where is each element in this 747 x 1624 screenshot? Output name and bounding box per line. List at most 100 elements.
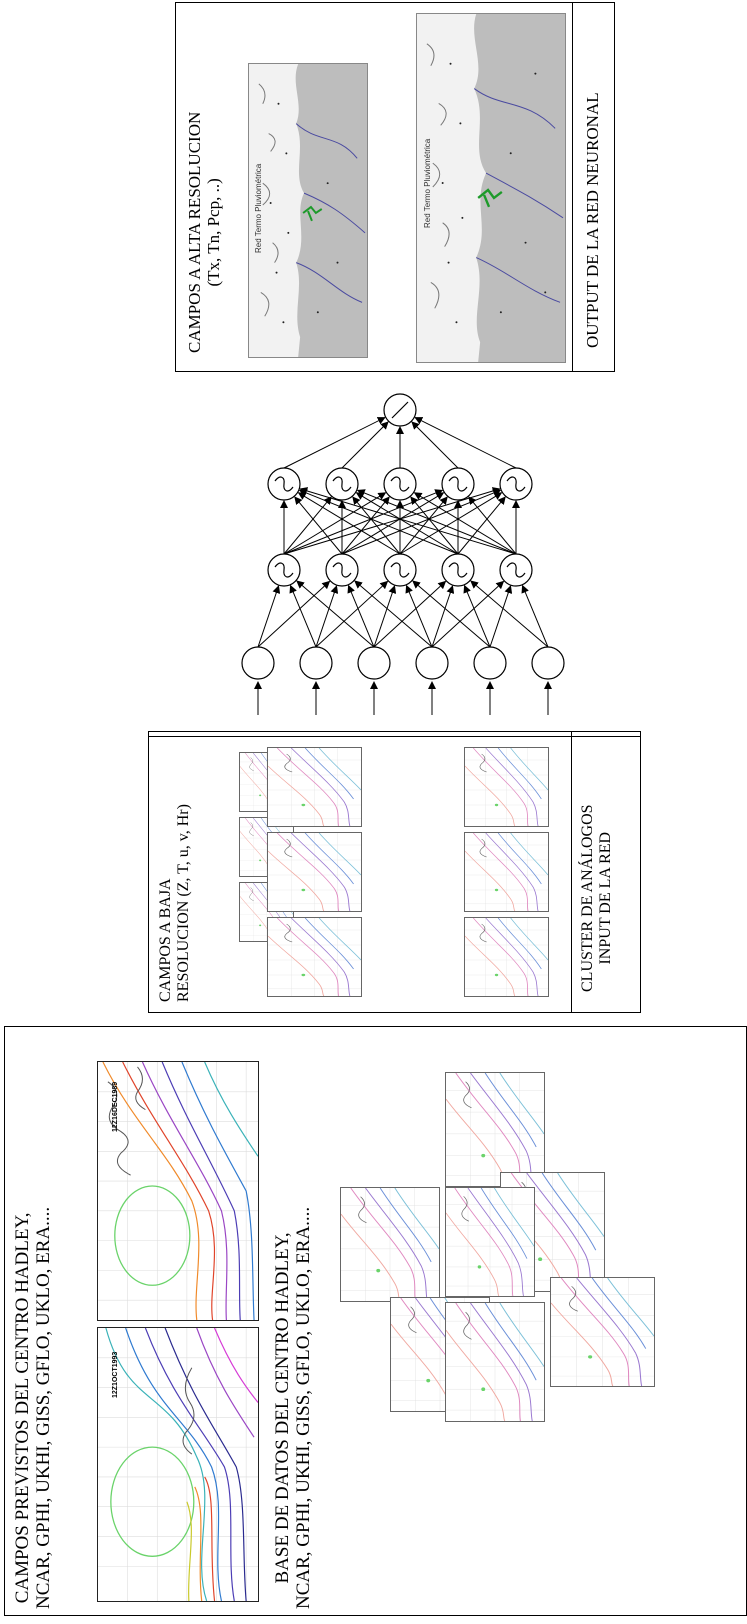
edge-hidden1-5-hidden2-2 — [356, 489, 517, 555]
edge-input3-hidden1-3 — [373, 585, 397, 648]
edge-input4-hidden1-2 — [354, 580, 433, 648]
edge-hidden1-4-hidden2-1 — [298, 489, 459, 555]
edge-input3-hidden1-1 — [296, 580, 375, 648]
input-panel: CAMPOS A BAJA RESOLUCION (Z, T, u, v, Hr… — [148, 731, 641, 1013]
forecast-title: CAMPOS PREVISTOS DEL CENTRO HADLEY, NCAR… — [12, 1206, 55, 1609]
output-footer: OUTPUT DE LA RED NEURONAL — [583, 92, 603, 348]
edge-hidden1-4-hidden2-5 — [457, 496, 506, 555]
hidden1-node-2 — [325, 553, 359, 587]
input-footer-line2: INPUT DE LA RED — [596, 831, 614, 965]
edge-input2-hidden1-1 — [289, 584, 317, 648]
database-title: BASE DE DATOS DEL CENTRO HADLEY, NCAR, G… — [272, 1206, 315, 1609]
edge-hidden1-3-hidden2-2 — [352, 496, 401, 555]
hidden2-node-3 — [383, 467, 417, 501]
edge-hidden2-1-output — [283, 417, 386, 469]
output-footer-text: OUTPUT DE LA RED NEURONAL — [583, 92, 602, 348]
cluster-map-6 — [267, 747, 362, 827]
output-title-line1: CAMPOS A ALTA RESOLUCION — [185, 111, 204, 353]
input-footer: CLUSTER DE ANÁLOGOS INPUT DE LA RED — [579, 804, 614, 992]
database-title-line2: NCAR, GPHI, UKHI, GISS, GFLO, UKLO, ERA.… — [292, 1206, 314, 1609]
database-map-1 — [340, 1187, 440, 1302]
input-node-3 — [357, 646, 391, 680]
database-map-3 — [445, 1072, 545, 1187]
edge-hidden2-2-output — [341, 421, 389, 469]
input-title-line1: CAMPOS A BAJA — [157, 878, 174, 1002]
forecast-map-1-date: 12Z1OCT1993 — [112, 1351, 119, 1398]
network-connections — [254, 417, 552, 715]
input-title-line2: RESOLUCION (Z, T, u, v, Hr) — [174, 804, 192, 1002]
edge-hidden2-4-output — [411, 421, 459, 469]
high-res-map-2-label: Red Termo Pluviométrica — [423, 138, 432, 228]
edge-hidden1-4-hidden2-3 — [410, 496, 459, 555]
edge-input3-hidden1-4 — [373, 580, 447, 648]
edge-hidden1-2-hidden2-3 — [341, 496, 390, 555]
output-divider — [572, 3, 574, 371]
edge-hidden1-3-hidden2-1 — [297, 492, 401, 555]
edge-hidden2-5-output — [414, 417, 517, 469]
edge-input4-hidden1-3 — [405, 584, 433, 648]
edge-input1-hidden1-1 — [257, 585, 281, 648]
database-title-line1: BASE DE DATOS DEL CENTRO HADLEY, — [272, 1232, 293, 1584]
edge-input6-hidden1-4 — [470, 580, 549, 648]
input-node-4 — [415, 646, 449, 680]
input-divider-top — [149, 736, 640, 738]
edge-input4-hidden1-5 — [431, 580, 505, 648]
output-title-line2: (Tx, Tn, Pcp, ..) — [203, 178, 223, 287]
hidden2-node-1 — [267, 467, 301, 501]
edge-hidden1-1-hidden2-3 — [283, 492, 387, 555]
forecast-title-line2: NCAR, GPHI, UKHI, GISS, GFLO, UKLO, ERA.… — [32, 1206, 54, 1609]
hidden1-node-3 — [383, 553, 417, 587]
output-panel: CAMPOS A ALTA RESOLUCION (Tx, Tn, Pcp, .… — [175, 2, 615, 372]
input-node-1 — [241, 646, 275, 680]
input-divider — [571, 732, 573, 1012]
input-footer-line1: CLUSTER DE ANÁLOGOS — [579, 804, 596, 992]
edge-input1-hidden1-2 — [257, 580, 331, 648]
hidden1-node-4 — [441, 553, 475, 587]
edge-hidden1-1-hidden2-4 — [283, 489, 444, 555]
edge-input5-hidden1-3 — [412, 580, 491, 648]
forecast-map-1-contours — [98, 1328, 258, 1601]
cluster-map-5 — [267, 832, 362, 912]
high-res-map-1-label: Red Termo Pluviométrica — [254, 163, 263, 253]
edge-hidden1-3-hidden2-5 — [399, 492, 503, 555]
edge-input5-hidden1-4 — [463, 584, 491, 648]
high-res-map-1 — [248, 63, 368, 358]
network-nodes — [241, 393, 565, 680]
database-map-7 — [445, 1187, 535, 1297]
edge-hidden1-3-hidden2-4 — [399, 496, 448, 555]
output-title: CAMPOS A ALTA RESOLUCION (Tx, Tn, Pcp, .… — [185, 111, 223, 353]
edge-input4-hidden1-4 — [431, 585, 455, 648]
forecast-title-line1: CAMPOS PREVISTOS DEL CENTRO HADLEY, — [12, 1212, 33, 1604]
edge-hidden1-4-hidden2-2 — [355, 492, 459, 555]
hidden2-node-5 — [499, 467, 533, 501]
hidden2-node-2 — [325, 467, 359, 501]
high-res-map-2 — [416, 13, 566, 363]
input-node-6 — [531, 646, 565, 680]
cluster-map-8 — [464, 832, 549, 912]
forecast-panel: CAMPOS PREVISTOS DEL CENTRO HADLEY, NCAR… — [4, 1026, 747, 1616]
hidden2-node-4 — [441, 467, 475, 501]
forecast-map-2-date: 12Z16DEC1989 — [112, 1081, 119, 1132]
edge-hidden1-2-hidden2-5 — [341, 489, 502, 555]
hidden1-node-5 — [499, 553, 533, 587]
cluster-map-9 — [464, 747, 549, 827]
input-node-2 — [299, 646, 333, 680]
edge-input2-hidden1-2 — [315, 585, 339, 648]
edge-hidden1-5-hidden2-3 — [413, 492, 517, 555]
cluster-map-4 — [267, 917, 362, 997]
edge-hidden1-2-hidden2-4 — [341, 492, 445, 555]
hidden1-node-1 — [267, 553, 301, 587]
edge-hidden1-2-hidden2-1 — [294, 496, 343, 555]
edge-hidden1-1-hidden2-2 — [283, 496, 332, 555]
database-map-4 — [445, 1302, 545, 1422]
edge-input2-hidden1-3 — [315, 580, 389, 648]
input-node-5 — [473, 646, 507, 680]
edge-hidden1-1-hidden2-5 — [283, 487, 501, 555]
database-map-6 — [550, 1277, 655, 1387]
edge-input3-hidden1-2 — [347, 584, 375, 648]
edge-input5-hidden1-5 — [489, 585, 513, 648]
forecast-map-2-contours — [98, 1062, 258, 1320]
output-node — [383, 393, 417, 427]
forecast-map-2: 12Z16DEC1989 — [97, 1061, 259, 1321]
edge-hidden1-5-hidden2-1 — [299, 487, 517, 555]
